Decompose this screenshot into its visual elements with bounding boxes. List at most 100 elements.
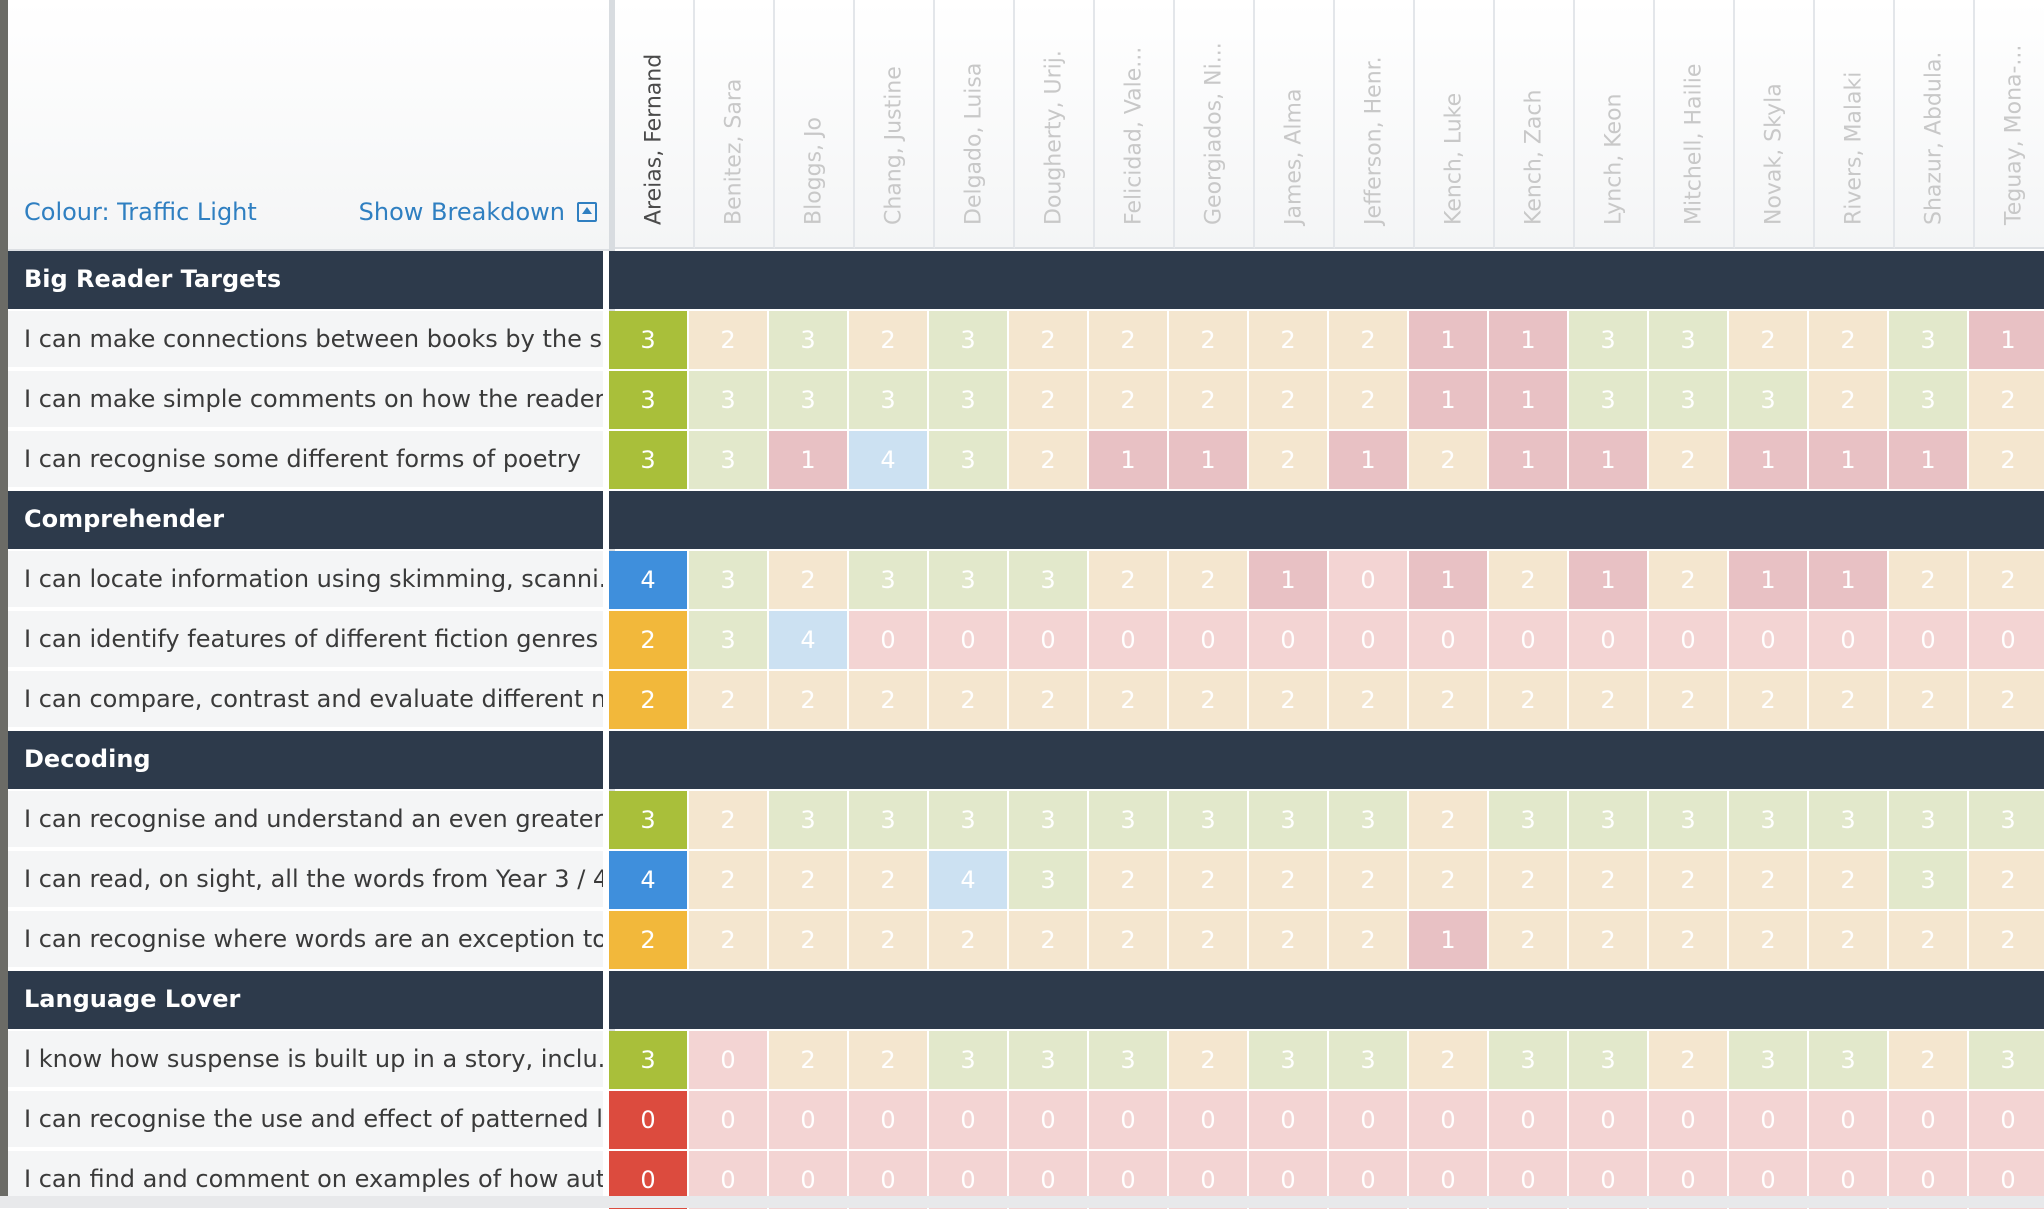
student-column-header[interactable]: Teguay, Mona-... [1975, 0, 2044, 249]
student-column-header[interactable]: Areias, Fernand [615, 0, 695, 249]
student-column-header[interactable]: Chang, Justine [855, 0, 935, 249]
score-cell[interactable]: 0 [1009, 1091, 1089, 1151]
score-cell[interactable]: 2 [1729, 311, 1809, 371]
score-cell[interactable]: 0 [849, 611, 929, 671]
score-cell[interactable]: 2 [1249, 311, 1329, 371]
score-cell[interactable]: 2 [1409, 791, 1489, 851]
score-cell[interactable]: 1 [1489, 311, 1569, 371]
score-cell[interactable]: 2 [1729, 851, 1809, 911]
score-cell[interactable]: 3 [1329, 791, 1409, 851]
score-cell[interactable]: 0 [1649, 611, 1729, 671]
score-cell[interactable]: 3 [1569, 371, 1649, 431]
score-cell[interactable]: 3 [1249, 1031, 1329, 1091]
statement-label[interactable]: I can recognise some different forms of … [8, 431, 603, 489]
score-cell[interactable]: 1 [1409, 911, 1489, 971]
score-cell[interactable]: 0 [769, 1091, 849, 1151]
score-cell[interactable]: 2 [1009, 431, 1089, 491]
score-cell[interactable]: 2 [1089, 851, 1169, 911]
score-cell[interactable]: 2 [1409, 1031, 1489, 1091]
score-cell[interactable]: 3 [769, 311, 849, 371]
score-cell[interactable]: 3 [849, 791, 929, 851]
score-cell[interactable]: 2 [1809, 671, 1889, 731]
score-cell[interactable]: 1 [1409, 551, 1489, 611]
statement-label[interactable]: I can recognise where words are an excep… [8, 911, 603, 969]
score-cell[interactable]: 4 [849, 431, 929, 491]
score-cell[interactable]: 3 [1649, 311, 1729, 371]
score-cell[interactable]: 3 [1569, 1031, 1649, 1091]
score-cell[interactable]: 1 [1569, 431, 1649, 491]
score-cell[interactable]: 0 [1809, 611, 1889, 671]
score-cell[interactable]: 3 [1809, 791, 1889, 851]
score-cell[interactable]: 1 [1729, 551, 1809, 611]
score-cell[interactable]: 2 [1009, 911, 1089, 971]
student-column-header[interactable]: Delgado, Luisa [935, 0, 1015, 249]
score-cell[interactable]: 1 [1409, 371, 1489, 431]
score-cell[interactable]: 2 [689, 671, 769, 731]
score-cell[interactable]: 3 [1969, 791, 2044, 851]
score-cell[interactable]: 0 [689, 1091, 769, 1151]
score-cell[interactable]: 2 [1169, 371, 1249, 431]
score-cell[interactable]: 2 [1889, 911, 1969, 971]
statement-label[interactable]: I can make connections between books by … [8, 311, 603, 369]
score-cell[interactable]: 2 [1729, 671, 1809, 731]
score-cell[interactable]: 2 [609, 671, 689, 731]
score-cell[interactable]: 2 [1249, 671, 1329, 731]
score-cell[interactable]: 1 [1089, 431, 1169, 491]
score-cell[interactable]: 4 [769, 611, 849, 671]
score-cell[interactable]: 0 [1489, 611, 1569, 671]
score-cell[interactable]: 2 [1969, 371, 2044, 431]
score-cell[interactable]: 0 [1249, 1091, 1329, 1151]
score-cell[interactable]: 0 [1089, 1091, 1169, 1151]
score-cell[interactable]: 2 [1089, 551, 1169, 611]
score-cell[interactable]: 2 [1329, 311, 1409, 371]
score-cell[interactable]: 2 [1569, 671, 1649, 731]
score-cell[interactable]: 2 [1809, 311, 1889, 371]
score-cell[interactable]: 0 [1729, 611, 1809, 671]
score-cell[interactable]: 1 [1809, 431, 1889, 491]
score-cell[interactable]: 3 [1729, 371, 1809, 431]
score-cell[interactable]: 2 [849, 671, 929, 731]
score-cell[interactable]: 3 [1889, 311, 1969, 371]
score-cell[interactable]: 2 [1009, 311, 1089, 371]
score-cell[interactable]: 2 [849, 311, 929, 371]
score-cell[interactable]: 2 [1489, 851, 1569, 911]
score-cell[interactable]: 1 [1889, 431, 1969, 491]
score-cell[interactable]: 3 [929, 1031, 1009, 1091]
score-cell[interactable]: 3 [1489, 791, 1569, 851]
score-cell[interactable]: 1 [1409, 311, 1489, 371]
score-cell[interactable]: 3 [1089, 1031, 1169, 1091]
score-cell[interactable]: 1 [1329, 431, 1409, 491]
statement-label[interactable]: I can compare, contrast and evaluate dif… [8, 671, 603, 729]
score-cell[interactable]: 2 [1329, 911, 1409, 971]
score-cell[interactable]: 1 [1729, 431, 1809, 491]
statement-label[interactable]: I can recognise the use and effect of pa… [8, 1091, 603, 1149]
score-cell[interactable]: 3 [1649, 791, 1729, 851]
score-cell[interactable]: 1 [1169, 431, 1249, 491]
score-cell[interactable]: 0 [1969, 1091, 2044, 1151]
score-cell[interactable]: 3 [1889, 851, 1969, 911]
student-column-header[interactable]: Novak, Skyla [1735, 0, 1815, 249]
score-cell[interactable]: 0 [1409, 1091, 1489, 1151]
score-cell[interactable]: 3 [1649, 371, 1729, 431]
score-cell[interactable]: 2 [1569, 851, 1649, 911]
score-cell[interactable]: 3 [929, 791, 1009, 851]
score-cell[interactable]: 3 [1009, 851, 1089, 911]
score-cell[interactable]: 0 [1329, 1091, 1409, 1151]
score-cell[interactable]: 0 [1169, 611, 1249, 671]
score-cell[interactable]: 2 [1809, 911, 1889, 971]
score-cell[interactable]: 3 [929, 431, 1009, 491]
score-cell[interactable]: 2 [1489, 551, 1569, 611]
score-cell[interactable]: 2 [1889, 1031, 1969, 1091]
score-cell[interactable]: 2 [1729, 911, 1809, 971]
score-cell[interactable]: 1 [1969, 311, 2044, 371]
statement-label[interactable]: I can make simple comments on how the re… [8, 371, 603, 429]
student-column-header[interactable]: Rivers, Malaki [1815, 0, 1895, 249]
score-cell[interactable]: 2 [1969, 851, 2044, 911]
score-cell[interactable]: 2 [1089, 671, 1169, 731]
score-cell[interactable]: 0 [1329, 551, 1409, 611]
score-cell[interactable]: 2 [689, 791, 769, 851]
score-cell[interactable]: 2 [769, 551, 849, 611]
score-cell[interactable]: 2 [1649, 551, 1729, 611]
score-cell[interactable]: 2 [1489, 911, 1569, 971]
score-cell[interactable]: 2 [1409, 671, 1489, 731]
